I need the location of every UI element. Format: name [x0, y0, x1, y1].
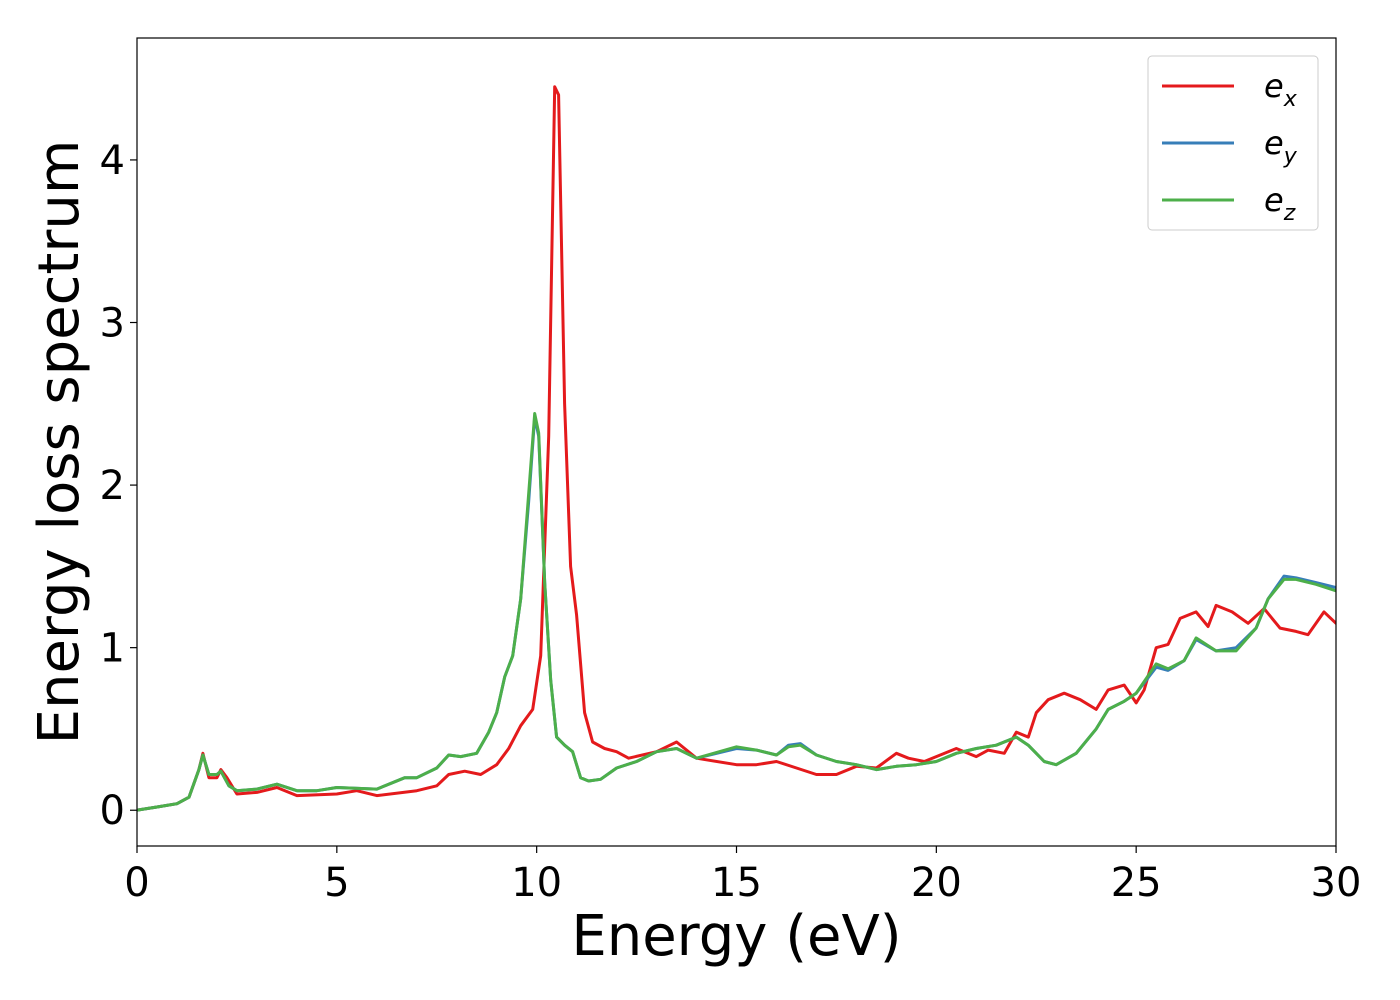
legend-label-base: e — [1264, 124, 1284, 162]
legend-label-base: e — [1264, 181, 1284, 219]
y-axis-ticks: 0 1 2 3 4 — [100, 138, 137, 834]
x-axis-title: Energy (eV) — [571, 904, 901, 969]
y-tick-label: 2 — [100, 463, 125, 509]
x-tick-label: 15 — [711, 860, 762, 906]
x-tick-label: 25 — [1111, 860, 1162, 906]
legend-label-base: e — [1264, 67, 1284, 105]
legend-label: ez — [1264, 181, 1296, 226]
series-line-e-y — [137, 415, 1336, 812]
x-tick-label: 30 — [1311, 860, 1362, 906]
x-tick-label: 20 — [911, 860, 962, 906]
series-line-e-x — [137, 85, 1336, 812]
legend-label: ex — [1264, 67, 1298, 112]
y-axis-title: Energy loss spectrum — [27, 140, 92, 745]
legend-label-subscript: y — [1283, 144, 1298, 169]
x-tick-label: 10 — [511, 860, 562, 906]
series-layer — [137, 85, 1336, 812]
x-tick-label: 5 — [324, 860, 349, 906]
y-tick-label: 0 — [100, 788, 125, 834]
legend-item-e-y: ey — [1162, 124, 1298, 169]
x-axis-ticks: 0 5 10 15 20 25 30 — [124, 846, 1361, 906]
legend-label: ey — [1264, 124, 1298, 169]
y-tick-label: 4 — [100, 138, 125, 184]
legend-label-subscript: x — [1283, 87, 1298, 112]
legend-item-e-z: ez — [1162, 181, 1296, 226]
x-tick-label: 0 — [124, 860, 149, 906]
y-tick-label: 3 — [100, 301, 125, 347]
legend-item-e-x: ex — [1162, 67, 1298, 112]
y-tick-label: 1 — [100, 626, 125, 672]
legend-label-subscript: z — [1283, 201, 1296, 226]
series-line-e-z — [137, 412, 1336, 812]
